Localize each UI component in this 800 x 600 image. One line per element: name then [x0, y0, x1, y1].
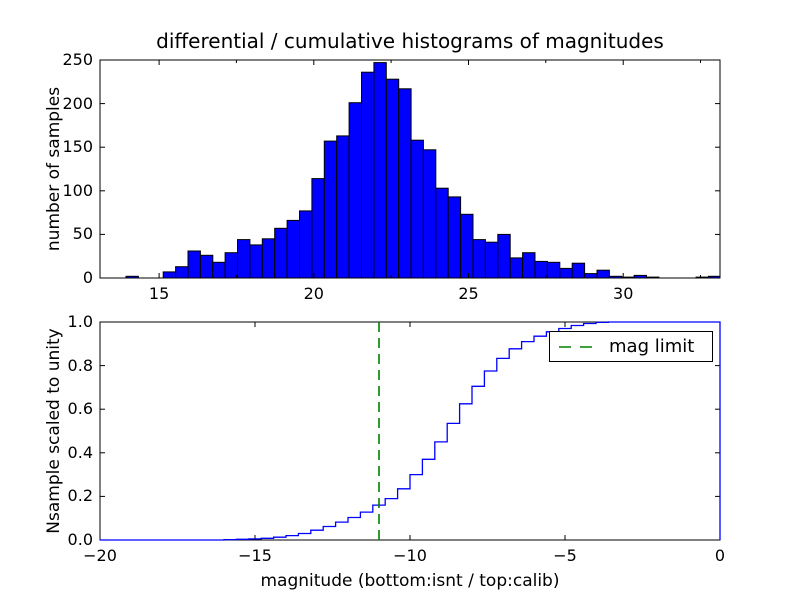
bottom-y-ticklabel: 0.0 [67, 530, 93, 549]
top-y-ticklabel: 0 [82, 268, 93, 287]
top-y-ticklabel: 250 [62, 50, 93, 69]
chart-title: differential / cumulative histograms of … [156, 29, 664, 53]
bottom-y-ticklabel: 0.2 [67, 486, 93, 506]
top-y-ticklabel: 50 [72, 224, 93, 244]
bottom-y-ticklabel: 1.0 [67, 312, 93, 331]
top-x-ticklabel: 20 [303, 284, 324, 303]
dashed-line-sample [559, 345, 597, 348]
bottom-x-ticklabel: −10 [393, 546, 427, 565]
bottom-y-ticklabel: 0.8 [67, 355, 93, 375]
top-y-ticklabel: 200 [62, 93, 93, 113]
cumulative-step-line [100, 321, 721, 541]
bottom-x-ticklabel: −15 [238, 546, 272, 565]
bottom-y-ticklabel: 0.4 [67, 442, 93, 462]
top-x-ticklabel: 25 [458, 284, 479, 303]
histogram-bars [125, 62, 720, 278]
bottom-xlabel: magnitude (bottom:isnt / top:calib) [260, 571, 560, 591]
bottom-x-ticklabel: −20 [83, 546, 117, 565]
top-y-ticklabel: 100 [62, 180, 93, 200]
top-axes-frame [99, 59, 721, 279]
top-x-ticklabel: 15 [148, 284, 170, 303]
bottom-y-ticklabel: 0.6 [67, 399, 93, 419]
bottom-x-ticklabel: 0 [714, 546, 726, 565]
top-y-ticklabel: 150 [62, 137, 93, 157]
top-x-ticklabel: 30 [613, 284, 634, 303]
legend-label: mag limit [609, 336, 695, 357]
legend-box: mag limit [549, 331, 713, 362]
bottom-x-ticklabel: −5 [553, 546, 577, 565]
